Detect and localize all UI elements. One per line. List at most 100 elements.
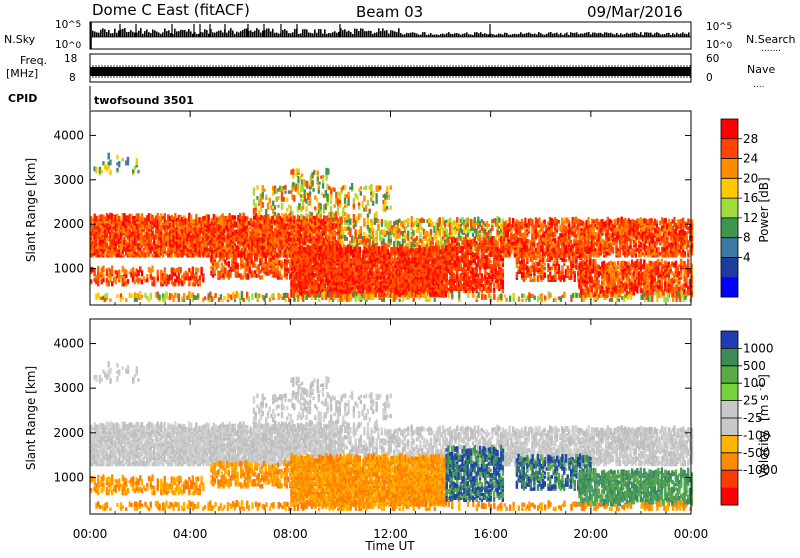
power-cell (293, 215, 295, 219)
noise-bar (260, 33, 262, 37)
noise-bar (382, 28, 384, 37)
power-cell (587, 217, 589, 224)
power-cell (346, 237, 348, 241)
noise-bar (482, 34, 484, 37)
noise-bar (524, 34, 526, 37)
noise-bar (522, 34, 524, 37)
noise-bar (584, 33, 586, 37)
noise-bar (578, 34, 580, 37)
noise-panel: N.Sky N.Search ....... 10 ^5 10 ^0 10 ^5… (4, 19, 796, 54)
power-cell (538, 217, 540, 223)
noise-bar (420, 35, 422, 37)
noise-bar (308, 33, 310, 37)
station-title: Dome C East (fitACF) (92, 1, 250, 19)
noise-bar (284, 29, 286, 37)
power-cell (664, 218, 666, 224)
power-cell (656, 220, 658, 223)
noise-bar (312, 33, 314, 37)
noise-bar (216, 32, 218, 37)
noise-bar (540, 33, 542, 37)
power-cell (94, 269, 96, 275)
noise-right-tick-low-exp: ^0 (719, 41, 733, 51)
power-cell (246, 217, 248, 220)
power-cell (207, 253, 209, 257)
noise-bar (144, 31, 146, 37)
power-cell (554, 234, 556, 238)
noise-bar (354, 29, 356, 37)
noise-bar (186, 32, 188, 37)
noise-left-label: N.Sky (4, 33, 36, 46)
power-cell (342, 241, 344, 245)
noise-bar (282, 30, 284, 37)
power-cell (610, 220, 612, 224)
power-cell (151, 266, 153, 273)
noise-left-tick-high-exp: ^5 (68, 20, 81, 30)
noise-bar (594, 32, 596, 37)
noise-bar (262, 31, 264, 37)
noise-bar (366, 31, 368, 37)
noise-bar (330, 33, 332, 37)
noise-bar (342, 30, 344, 37)
noise-bar (402, 34, 404, 37)
noise-bar (412, 32, 414, 37)
noise-bar (228, 30, 230, 37)
noise-bar (272, 29, 274, 37)
power-cell (111, 266, 113, 273)
noise-bar (674, 34, 676, 37)
noise-bar (212, 32, 214, 37)
noise-bar (448, 32, 450, 37)
noise-bar (254, 31, 256, 37)
power-cell (228, 261, 230, 268)
noise-bar (378, 28, 380, 37)
noise-bar (156, 32, 158, 37)
noise-bar (580, 33, 582, 37)
noise-right-tick-high-exp: ^5 (719, 22, 732, 32)
noise-bar (680, 33, 682, 37)
noise-bar (380, 31, 382, 37)
power-cell (102, 266, 104, 273)
noise-bar (258, 30, 260, 37)
power-cell (207, 214, 209, 219)
noise-bar (276, 33, 278, 37)
power-cell (320, 214, 322, 219)
power-cell (118, 216, 120, 219)
noise-bar (368, 31, 370, 37)
noise-bar (668, 33, 670, 37)
noise-bar (542, 34, 544, 37)
noise-bar (226, 33, 228, 37)
noise-bar (190, 31, 192, 37)
noise-bar (350, 32, 352, 37)
noise-bar (118, 31, 120, 37)
noise-bar (128, 32, 130, 37)
noise-bar (438, 35, 440, 37)
noise-bar (660, 34, 662, 37)
power-cell (416, 236, 418, 239)
noise-bar (664, 34, 666, 37)
power-cell (214, 269, 216, 273)
noise-bar (658, 33, 660, 37)
noise-bar (414, 33, 416, 37)
noise-bar (514, 34, 516, 37)
noise-bar (462, 34, 464, 37)
freq-label-top: Freq. (20, 54, 47, 67)
noise-bar (288, 33, 290, 37)
power-cell (360, 226, 362, 233)
noise-bar (316, 33, 318, 37)
noise-bar (670, 35, 672, 37)
noise-bar (234, 34, 236, 37)
noise-bar (396, 32, 398, 37)
noise-bar (528, 32, 530, 37)
noise-right-tick-high-base: 10 (706, 21, 719, 33)
power-cell (280, 274, 282, 277)
noise-bar (334, 31, 336, 37)
noise-bar (602, 34, 604, 37)
noise-bar (476, 32, 478, 37)
power-cell (491, 225, 493, 231)
noise-bar (266, 29, 268, 37)
noise-bar (556, 33, 558, 37)
power-cell (435, 235, 437, 238)
noise-bar (532, 34, 534, 37)
noise-bar (444, 34, 446, 37)
noise-bar (486, 34, 488, 37)
noise-bar (574, 33, 576, 37)
